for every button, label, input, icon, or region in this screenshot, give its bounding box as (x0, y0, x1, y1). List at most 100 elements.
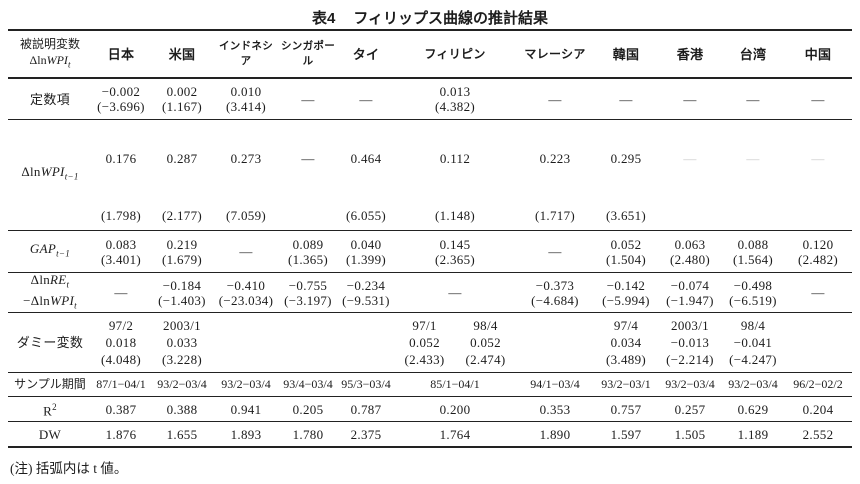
row-dummy-variables: ダミー変数 97/2 0.018 (4.048) 2003/1 0.033 (3.228… (8, 313, 852, 373)
table-cell: — (811, 151, 825, 166)
table-cell: 93/2−03/4 (221, 377, 271, 391)
re-formula-line2: −ΔlnWPIt (23, 292, 77, 311)
row-real-exchange: ΔlnREt −ΔlnWPIt — −0.184 (−1.403) −0.410(… (8, 273, 852, 313)
table-cell: 1.655 (166, 426, 198, 442)
table-cell: 93/2−03/1 (601, 377, 651, 391)
table-cell: 0.941 (230, 401, 262, 417)
row-durbin-watson: DW 1.876 1.655 1.893 1.780 2.375 1.764 1… (8, 422, 852, 448)
table-cell: — (811, 285, 825, 300)
row-constant: 定数項 −0.002 (−3.696) 0.002 (1.167) 0.010 (3.… (8, 79, 852, 120)
col-header-usa: 米国 (168, 46, 196, 62)
table-cell: −0.498 (−6.519) (729, 277, 777, 308)
table-cell: 2.552 (802, 426, 834, 442)
col-header-malaysia: マレーシア (524, 46, 586, 61)
col-header-indonesia: インドネシア (219, 41, 273, 67)
table-cell: 1.597 (610, 426, 642, 442)
table-cell (516, 313, 594, 372)
table-cell (338, 313, 394, 372)
table-cell: 0.219 (1.679) (161, 236, 202, 267)
table-cell: — (811, 91, 825, 107)
philippines-dummy-pair: 97/1 0.052 (2.433) 98/4 0.052 (2.474) (394, 317, 516, 368)
table-cell: — (619, 91, 633, 107)
row-wpi-lag: ΔlnWPIt−1 0.176 (1.798) 0.287 (2.177) 0.27… (8, 120, 852, 231)
row-label-dummy: ダミー変数 (16, 335, 84, 350)
table-cell: 93/4−03/4 (283, 377, 333, 391)
table-cell (784, 313, 852, 372)
table-cell: 97/2 0.018 (4.048) (100, 318, 141, 367)
table-cell: 1.189 (737, 426, 769, 442)
table-cell: 0.287 (2.177) (161, 151, 202, 223)
table-cell: — (746, 151, 760, 166)
table-cell: — (239, 244, 253, 259)
col-header-singapore: シンガポール (281, 41, 335, 67)
table-cell (278, 313, 338, 372)
table-cell: −0.184 (−1.403) (158, 277, 206, 308)
table-cell: 0.205 (292, 401, 324, 417)
table-cell: 97/4 0.034 (3.489) (605, 318, 646, 367)
dependent-variable-header: 被説明変数 ΔlnWPIt (8, 31, 92, 77)
table-cell: 0.120 (2.482) (797, 236, 838, 267)
table-cell: 0.088 (1.564) (732, 236, 773, 267)
col-header-taiwan: 台湾 (739, 46, 767, 62)
table-cell: −0.074 (−1.947) (666, 277, 714, 308)
wpi-lag-formula: ΔlnWPIt−1 (21, 164, 79, 182)
table-title: 表4 フィリップス曲線の推計結果 (0, 7, 860, 28)
table-cell: 0.273 (7.059) (225, 151, 266, 223)
table-cell: 87/1−04/1 (96, 377, 146, 391)
col-header-korea: 韓国 (612, 46, 640, 62)
table-cell: 0.063 (2.480) (669, 236, 710, 267)
row-sample-period: サンプル期間 87/1−04/1 93/2−03/4 93/2−03/4 93/… (8, 373, 852, 397)
table-cell: 96/2−02/2 (793, 377, 843, 391)
col-header-china: 中国 (804, 46, 832, 62)
table-cell: 0.083 (3.401) (100, 236, 141, 267)
table-cell (214, 313, 278, 372)
table-number: 表4 (311, 10, 336, 27)
row-label-gap-lag: GAPt−1 (8, 231, 92, 272)
row-label-real-exchange: ΔlnREt −ΔlnWPIt (8, 273, 92, 312)
table-cell: 1.893 (230, 426, 262, 442)
row-r-squared: R2 0.387 0.388 0.941 0.205 0.787 0.200 0… (8, 397, 852, 422)
table-cell: 0.223 (1.717) (534, 151, 575, 223)
table-cell: 85/1−04/1 (430, 377, 480, 391)
col-header-hongkong: 香港 (676, 46, 704, 62)
table-cell: — (683, 91, 697, 107)
table-cell: −0.755 (−3.197) (284, 277, 332, 308)
table-cell: 1.876 (105, 426, 137, 442)
table-cell: 94/1−03/4 (530, 377, 580, 391)
table-cell: 0.089 (1.365) (287, 236, 328, 267)
row-label-dw: DW (38, 426, 62, 442)
table-cell: 0.040 (1.399) (345, 236, 386, 267)
col-header-thailand: タイ (352, 46, 380, 62)
table-cell: — (683, 151, 697, 166)
table-cell: 0.176 (1.798) (100, 151, 141, 223)
table-cell: — (359, 91, 373, 107)
row-label-wpi-lag: ΔlnWPIt−1 (8, 120, 92, 230)
footnote: (注) 括弧内は t 値。 (10, 461, 128, 476)
r2-formula: R2 (43, 401, 57, 419)
dummy-entry: 98/4 0.052 (2.474) (465, 318, 506, 367)
table-cell: 0.787 (350, 401, 382, 417)
table-cell: 0.013 (4.382) (434, 84, 475, 114)
table-cell: 0.757 (610, 401, 642, 417)
table-cell: 0.353 (539, 401, 571, 417)
table-cell: — (301, 151, 315, 166)
table-cell: 2003/1 −0.013 (−2.214) (666, 318, 714, 367)
table-cell: 0.112 (1.148) (434, 151, 475, 223)
table-cell: 93/2−03/4 (728, 377, 778, 391)
estimation-table: 被説明変数 ΔlnWPIt 日本 米国 インドネシア シンガポール タイ フィリ… (8, 29, 852, 448)
table-cell: 93/2−03/4 (665, 377, 715, 391)
dummy-entry: 97/1 0.052 (2.433) (404, 318, 445, 367)
table-cell: 95/3−03/4 (341, 377, 391, 391)
table-header-row: 被説明変数 ΔlnWPIt 日本 米国 インドネシア シンガポール タイ フィリ… (8, 29, 852, 79)
gap-lag-formula: GAPt−1 (29, 241, 71, 259)
table-cell: −0.373 (−4.684) (531, 277, 579, 308)
table-cell: 1.505 (674, 426, 706, 442)
table-title-text: フィリップス曲線の推計結果 (353, 10, 549, 27)
table-cell: 1.780 (292, 426, 324, 442)
table-cell: 98/4 −0.041 (−4.247) (729, 318, 777, 367)
col-header-japan: 日本 (107, 46, 135, 62)
table-cell: 0.388 (166, 401, 198, 417)
table-cell: −0.234 (−9.531) (342, 277, 390, 308)
row-label-constant: 定数項 (30, 91, 70, 107)
